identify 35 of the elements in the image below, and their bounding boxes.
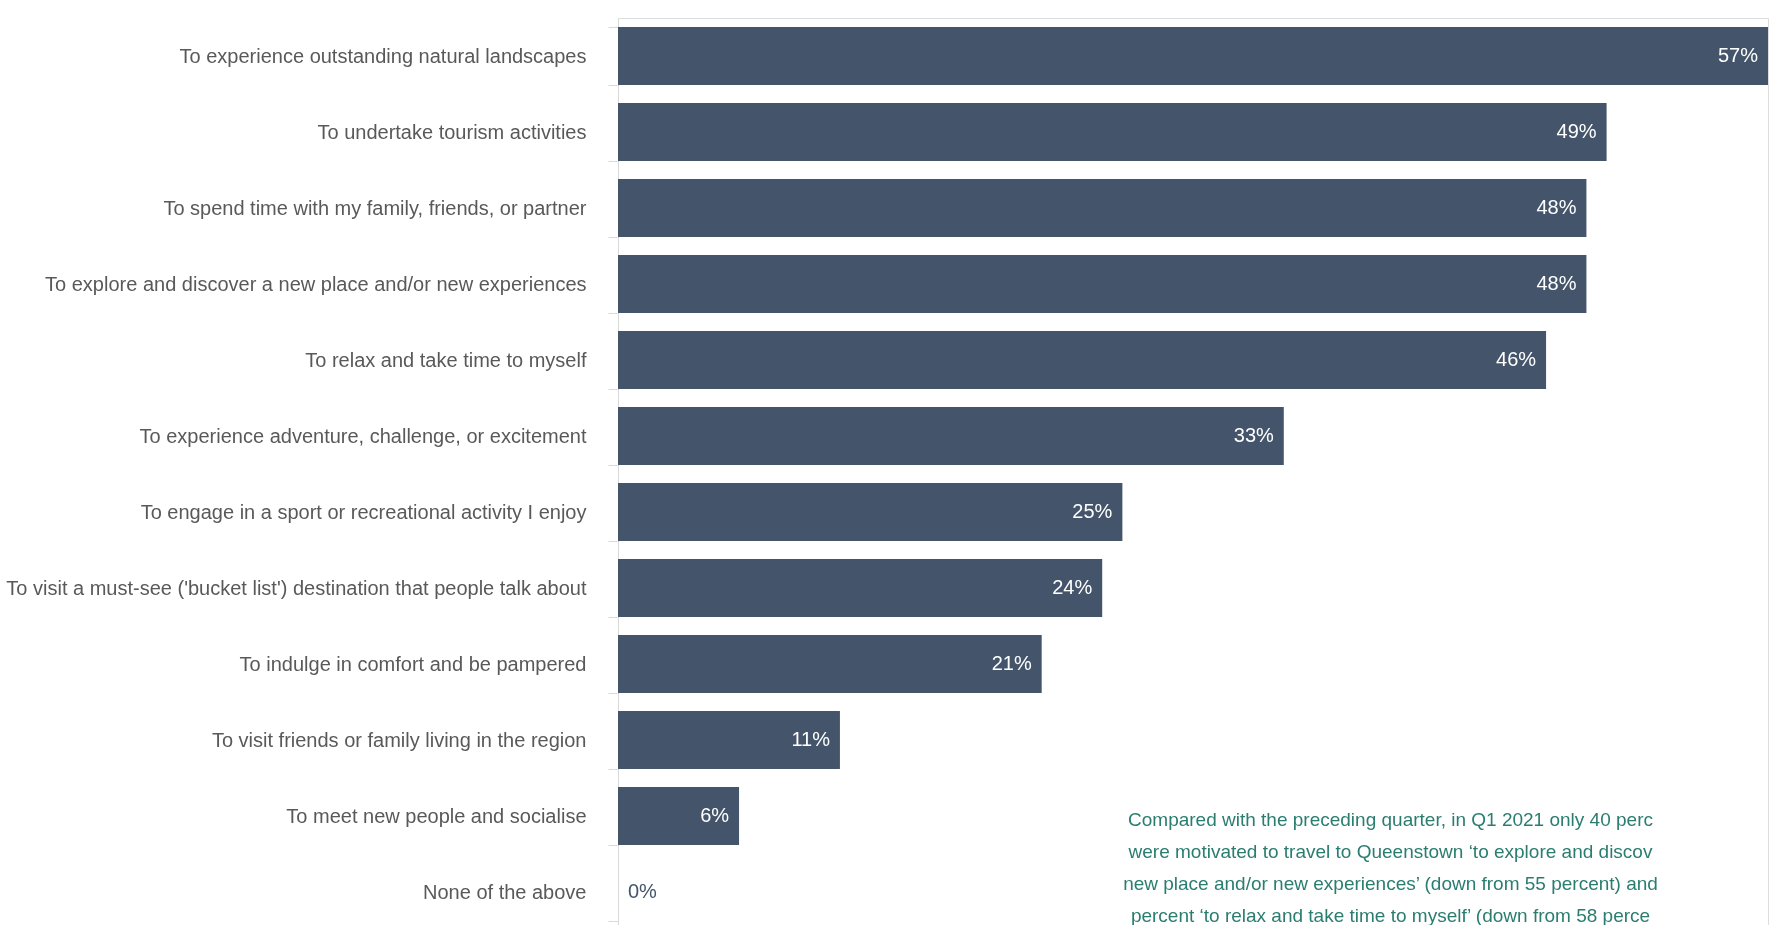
data-label: 11% — [791, 728, 831, 750]
y-tick-label: To relax and take time to myself — [305, 348, 587, 371]
y-tick-label: To indulge in comfort and be pampered — [239, 652, 587, 675]
data-label: 48% — [1536, 272, 1577, 294]
data-label: 0% — [628, 880, 658, 902]
data-label: 57% — [1717, 44, 1759, 66]
data-label: 48% — [1536, 196, 1577, 218]
bar — [618, 179, 1587, 237]
bar — [618, 103, 1607, 161]
bar — [618, 559, 1103, 617]
y-tick-label: To engage in a sport or recreational activity I enjoy — [140, 500, 587, 523]
bar — [618, 635, 1042, 693]
y-tick-label: To experience adventure, challenge, or excitement — [139, 424, 587, 447]
bar — [618, 331, 1547, 389]
bar — [618, 483, 1123, 541]
data-label: 24% — [1052, 576, 1093, 598]
bar — [618, 407, 1284, 465]
y-tick-label: To spend time with my family, friends, or partner — [163, 196, 587, 219]
y-tick-label: To visit friends or family living in the region — [211, 728, 587, 751]
y-tick-label: To meet new people and socialise — [286, 804, 587, 827]
y-tick-label: To visit a must-see ('bucket list') destination that people talk about — [6, 576, 587, 599]
data-label: 21% — [991, 652, 1032, 674]
data-label: 49% — [1556, 120, 1597, 142]
bar — [618, 711, 840, 769]
y-tick-label: To explore and discover a new place and/or new experiences — [45, 272, 587, 295]
data-label: 6% — [700, 804, 730, 826]
y-tick-label: To undertake tourism activities — [317, 120, 587, 143]
bar — [618, 255, 1587, 313]
bar — [618, 787, 740, 845]
y-tick-label: To experience outstanding natural landscapes — [179, 44, 587, 67]
data-label: 25% — [1072, 500, 1113, 522]
bar — [618, 27, 1768, 85]
data-label: 46% — [1496, 348, 1537, 370]
data-label: 33% — [1233, 424, 1274, 446]
y-tick-label: None of the above — [423, 880, 587, 903]
